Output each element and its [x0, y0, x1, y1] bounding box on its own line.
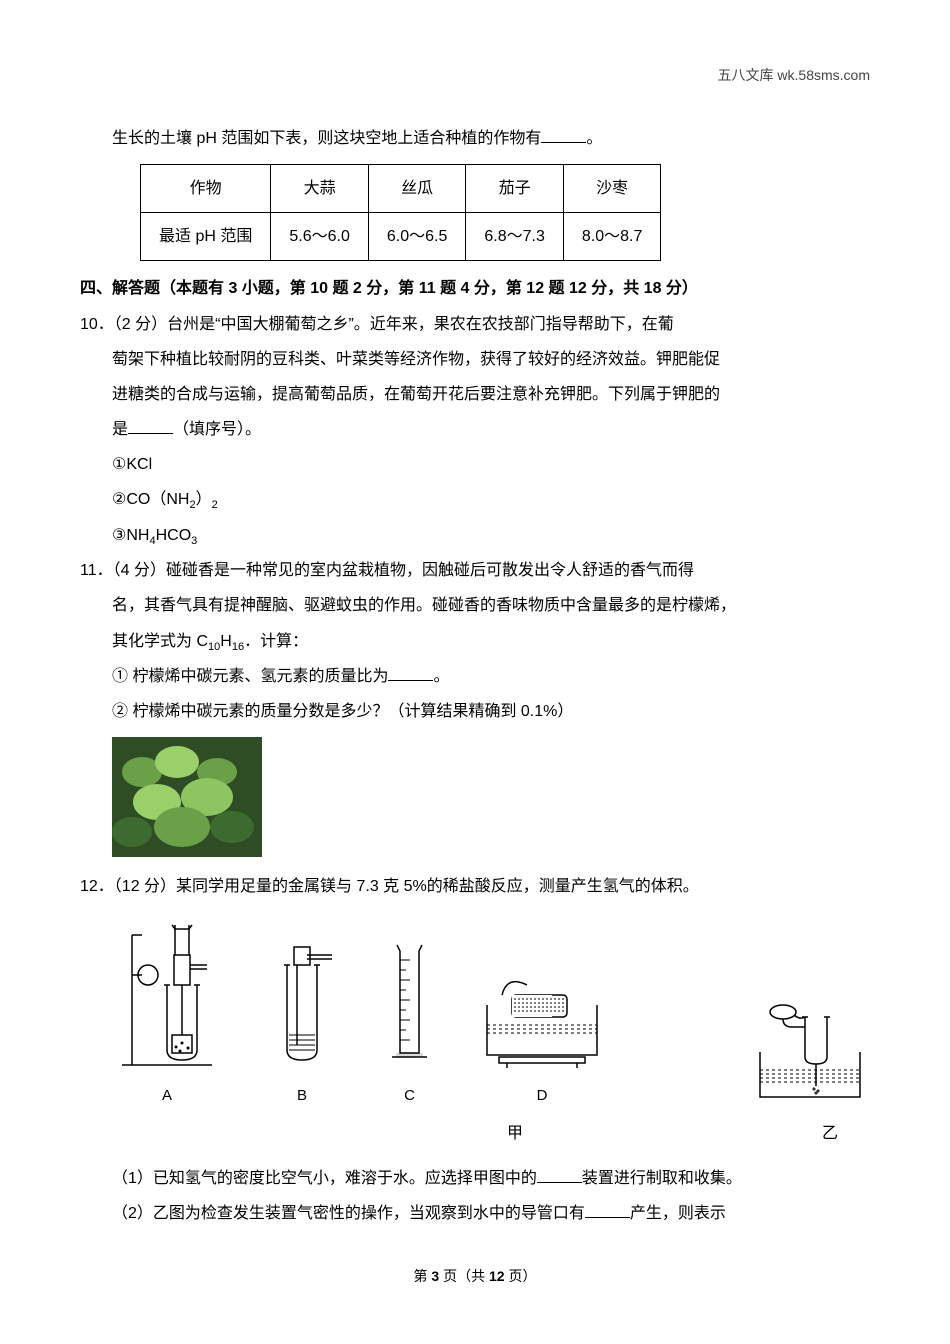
- intro-tail: 。: [586, 130, 602, 147]
- crop-table: 作物 大蒜 丝瓜 茄子 沙枣 最适 pH 范围 5.6～6.0 6.0～6.5 …: [140, 164, 661, 261]
- q11-line3e: ．计算：: [244, 633, 308, 650]
- q11-line3c: H: [220, 633, 232, 650]
- section-heading: 四、解答题（本题有 3 小题，第 10 题 2 分，第 11 题 4 分，第 1…: [80, 271, 870, 306]
- blank-q12-1[interactable]: [537, 1166, 582, 1183]
- q11-line3b: 10: [208, 641, 220, 653]
- q12-p2: （2）乙图为检查发生装置气密性的操作，当观察到水中的导管口有 产生，则表示: [80, 1196, 870, 1231]
- q12-p2a: （2）乙图为检查发生装置气密性的操作，当观察到水中的导管口有: [112, 1205, 585, 1222]
- q10-opt3a: ③NH: [112, 527, 149, 544]
- plant-svg: [112, 737, 262, 857]
- q12-p1a: （1）已知氢气的密度比空气小，难溶于水。应选择甲图中的: [112, 1170, 537, 1187]
- q10-opt3c: HCO: [156, 527, 192, 544]
- page-footer: 第 3 页（共 12 页）: [80, 1261, 870, 1292]
- th-qiezi: 茄子: [466, 164, 564, 212]
- q11-line3a: 其化学式为 C: [112, 633, 208, 650]
- th-sigua: 丝瓜: [368, 164, 466, 212]
- q10-opt2: ②CO（NH2）2: [80, 482, 870, 517]
- q10-opt3: ③NH4HCO3: [80, 518, 870, 553]
- q10-opt3d: 3: [191, 535, 197, 547]
- q12-p1: （1）已知氢气的密度比空气小，难溶于水。应选择甲图中的 装置进行制取和收集。: [80, 1161, 870, 1196]
- q11-line3d: 16: [232, 641, 244, 653]
- label-D: D: [537, 1079, 548, 1112]
- q11-sub1: ① 柠檬烯中碳元素、氢元素的质量比为 。: [80, 659, 870, 694]
- caption-yi: 乙: [778, 1116, 838, 1151]
- footer-a: 第: [414, 1268, 432, 1284]
- q11-line2: 名，其香气具有提神醒脑、驱避蚊虫的作用。碰碰香的香味物质中含量最多的是柠檬烯，: [80, 588, 870, 623]
- site-watermark: 五八文库 wk.58sms.com: [80, 60, 870, 91]
- q10-line2: 萄架下种植比较耐阴的豆科类、叶菜类等经济作物，获得了较好的经济效益。钾肥能促: [80, 342, 870, 377]
- apparatus-B: B: [262, 935, 342, 1112]
- footer-e: 页）: [505, 1268, 537, 1284]
- th-garlic: 大蒜: [271, 164, 369, 212]
- td-garlic: 5.6～6.0: [271, 213, 369, 261]
- blank-q12-2[interactable]: [585, 1201, 630, 1218]
- apparatus-C: C: [382, 935, 437, 1112]
- q11-sub1b: 。: [433, 668, 449, 685]
- plant-photo: [112, 737, 262, 857]
- apparatus-diagrams: A: [112, 915, 870, 1112]
- label-A: A: [162, 1079, 172, 1112]
- footer-d: 12: [489, 1268, 505, 1284]
- q11-line3: 其化学式为 C10H16．计算：: [80, 624, 870, 659]
- th-crop: 作物: [141, 164, 271, 212]
- q12-p2b: 产生，则表示: [630, 1205, 726, 1222]
- apparatus-yi-svg: [750, 1002, 870, 1112]
- q10-line1: 10．（2 分）台州是“中国大棚葡萄之乡”。近年来，果农在农技部门指导帮助下，在…: [80, 307, 870, 342]
- caption-row: 甲 乙: [112, 1116, 838, 1151]
- q10-opt2a: ②CO（NH: [112, 491, 189, 508]
- group-jia: A: [112, 915, 730, 1112]
- td-label: 最适 pH 范围: [141, 213, 271, 261]
- intro-text: 生长的土壤 pH 范围如下表，则这块空地上适合种植的作物有: [112, 130, 541, 147]
- q11-sub2: ② 柠檬烯中碳元素的质量分数是多少？（计算结果精确到 0.1%）: [80, 694, 870, 729]
- label-C: C: [404, 1079, 415, 1112]
- q10-opt2d: 2: [212, 500, 218, 512]
- apparatus-D: D: [477, 955, 607, 1112]
- q11-sub1a: ① 柠檬烯中碳元素、氢元素的质量比为: [112, 668, 388, 685]
- intro-line: 生长的土壤 pH 范围如下表，则这块空地上适合种植的作物有 。: [80, 121, 870, 156]
- footer-c: 页（共: [439, 1268, 489, 1284]
- q10-line4a: 是: [112, 421, 128, 438]
- exam-page: 五八文库 wk.58sms.com 生长的土壤 pH 范围如下表，则这块空地上适…: [0, 0, 950, 1332]
- q10-line4b: （填序号）。: [173, 421, 261, 438]
- td-qiezi: 6.8～7.3: [466, 213, 564, 261]
- apparatus-A-svg: [112, 915, 222, 1075]
- q10-opt1: ①KCl: [80, 447, 870, 482]
- q12-line1: 12．（12 分）某同学用足量的金属镁与 7.3 克 5%的稀盐酸反应，测量产生…: [80, 869, 870, 904]
- q10-opt2c: ）: [196, 491, 212, 508]
- apparatus-A: A: [112, 915, 222, 1112]
- apparatus-B-svg: [262, 935, 342, 1075]
- q10-line3: 进糖类的合成与运输，提高葡萄品质，在葡萄开花后要注意补充钾肥。下列属于钾肥的: [80, 377, 870, 412]
- blank-q10[interactable]: [128, 417, 173, 434]
- q12-p1b: 装置进行制取和收集。: [582, 1170, 742, 1187]
- th-shazao: 沙枣: [563, 164, 661, 212]
- table-row: 作物 大蒜 丝瓜 茄子 沙枣: [141, 164, 661, 212]
- label-B: B: [297, 1079, 307, 1112]
- apparatus-C-svg: [382, 935, 437, 1075]
- caption-jia: 甲: [112, 1116, 778, 1151]
- apparatus-yi: [750, 1002, 870, 1112]
- table-row: 最适 pH 范围 5.6～6.0 6.0～6.5 6.8～7.3 8.0～8.7: [141, 213, 661, 261]
- q11-line1: 11．（4 分）碰碰香是一种常见的室内盆栽植物，因触碰后可散发出令人舒适的香气而…: [80, 553, 870, 588]
- td-shazao: 8.0～8.7: [563, 213, 661, 261]
- apparatus-D-svg: [477, 955, 607, 1075]
- q10-line4: 是 （填序号）。: [80, 412, 870, 447]
- td-sigua: 6.0～6.5: [368, 213, 466, 261]
- blank-q11[interactable]: [388, 664, 433, 681]
- blank-intro[interactable]: [541, 126, 586, 143]
